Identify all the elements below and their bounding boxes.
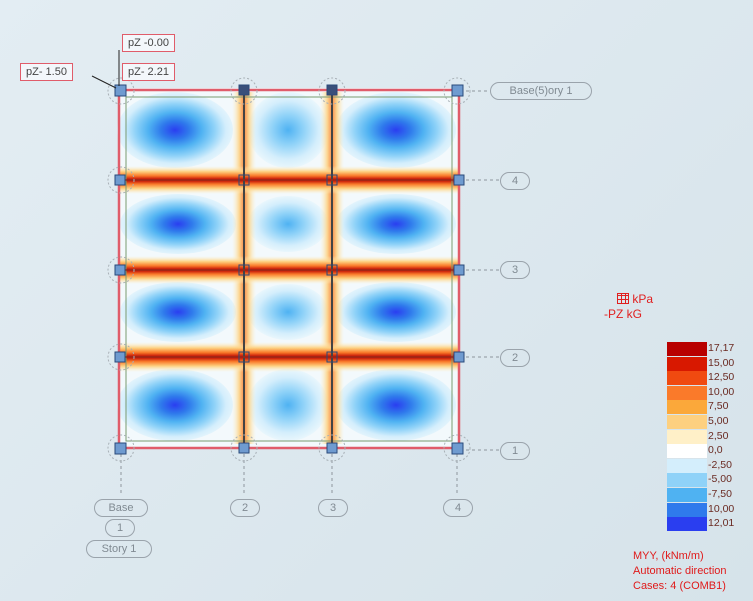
contour-panel (248, 92, 328, 168)
legend-value: -5,00 (708, 473, 732, 486)
column-axis-label[interactable]: 3 (318, 499, 348, 517)
contour-panel (336, 282, 456, 342)
legend-unit-2: -PZ kG (604, 307, 642, 321)
legend-swatch (667, 458, 707, 473)
legend-value: 12,01 (708, 517, 735, 530)
legend-swatch (667, 517, 707, 532)
contour-panel (117, 369, 233, 441)
point-load-label-top: pZ -0.00 (122, 34, 175, 52)
contour-panel (248, 369, 328, 441)
contour-panel (120, 282, 236, 342)
legend-description: MYY, (kNm/m) (633, 550, 704, 562)
contour-panel (336, 92, 456, 168)
contour-panel (120, 194, 236, 254)
legend-unit-row: kPa (617, 292, 653, 306)
contour-panel (336, 194, 456, 254)
legend-value: -2,50 (708, 458, 732, 471)
legend-swatch (667, 415, 707, 429)
legend-value: 10,00 (708, 502, 735, 515)
row-axis-label[interactable]: Base(5)ory 1 (490, 82, 592, 100)
point-load-label-right: pZ- 2.21 (122, 63, 175, 81)
contour-panel (336, 369, 456, 441)
legend-swatch (667, 502, 707, 517)
legend-value: 5,00 (708, 415, 729, 427)
legend-cases: Cases: 4 (COMB1) (633, 580, 726, 592)
legend-value: 2,50 (708, 429, 729, 442)
legend-swatch (667, 473, 707, 488)
row-axis-label[interactable]: 4 (500, 172, 530, 190)
legend-value: 17,17 (708, 342, 735, 354)
mesh-icon (617, 293, 629, 304)
column-axis-label[interactable]: 4 (443, 499, 473, 517)
contour-panel (117, 92, 233, 168)
legend-value: 15,00 (708, 356, 735, 369)
row-axis-label[interactable]: 3 (500, 261, 530, 279)
legend-swatch (667, 342, 707, 356)
row-axis-label[interactable]: 1 (500, 442, 530, 460)
legend-swatch (667, 356, 707, 371)
legend-swatch (667, 488, 707, 502)
legend-value: -7,50 (708, 488, 732, 500)
contour-panel (248, 196, 328, 252)
legend-swatch (667, 371, 707, 386)
label-leaders (91, 50, 120, 89)
legend-swatch (667, 400, 707, 415)
base-number-label[interactable]: 1 (105, 519, 135, 537)
row-axis-label[interactable]: 2 (500, 349, 530, 367)
grid-lines (120, 90, 500, 495)
column-axis-label[interactable]: 2 (230, 499, 260, 517)
legend-unit-1: kPa (632, 292, 654, 306)
column-axis-label[interactable]: Base (94, 499, 148, 517)
legend-swatch (667, 444, 707, 459)
contour-panel (248, 284, 328, 340)
column-markers[interactable] (114, 84, 465, 455)
grid-nodes (107, 77, 471, 462)
contour-panels (117, 92, 456, 441)
legend-value: 0,0 (708, 444, 723, 457)
point-load-label-left: pZ- 1.50 (20, 63, 73, 81)
legend-value: 10,00 (708, 385, 735, 398)
legend-value: 7,50 (708, 400, 729, 413)
legend-swatch (667, 385, 707, 400)
legend-direction: Automatic direction (633, 565, 727, 577)
legend-value: 12,50 (708, 371, 735, 384)
legend-swatch (667, 429, 707, 444)
story-label[interactable]: Story 1 (86, 540, 152, 558)
